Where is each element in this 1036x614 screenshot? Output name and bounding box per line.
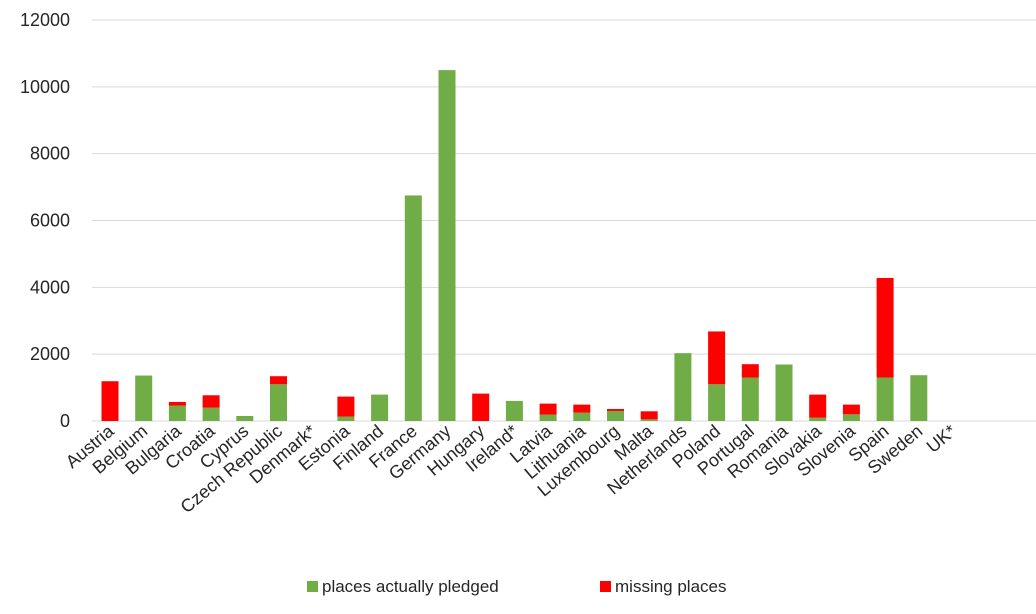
bar-missing (741, 364, 759, 378)
bar-missing (708, 331, 726, 385)
bar-pledged (640, 419, 658, 421)
gridlines (92, 19, 1036, 422)
bar-missing (607, 408, 624, 411)
y-tick-label: 10000 (20, 77, 70, 97)
bar-pledged (202, 407, 220, 421)
bar-pledged (809, 417, 827, 421)
bar-pledged (674, 353, 692, 421)
bar-missing (270, 376, 287, 385)
bar-pledged (371, 394, 389, 421)
bar-pledged (135, 375, 153, 421)
bar-pledged (168, 405, 186, 421)
legend: places actually pledged missing places (307, 577, 727, 596)
y-tick-label: 2000 (30, 344, 70, 364)
bar-pledged (910, 375, 928, 421)
bar-pledged (607, 410, 624, 421)
bar-missing (101, 381, 119, 421)
bar-pledged (337, 416, 355, 421)
y-tick-label: 6000 (30, 211, 70, 231)
y-tick-label: 8000 (30, 144, 70, 164)
legend-swatch-pledged (307, 581, 318, 592)
x-axis-tick-labels: AustriaBelgiumBulgariaCroatiaCyprusCzech… (62, 420, 960, 517)
bar-pledged (708, 384, 726, 421)
bar-pledged (842, 414, 860, 421)
bar-missing (876, 277, 894, 378)
bar-missing (842, 404, 860, 415)
bar-pledged (876, 377, 894, 421)
bar-pledged (270, 384, 287, 421)
bar-missing (337, 396, 355, 417)
y-tick-label: 0 (60, 411, 70, 431)
bar-pledged (438, 70, 456, 421)
x-tick-label: UK* (923, 421, 960, 457)
bars (101, 70, 928, 421)
bar-pledged (505, 400, 523, 421)
bar-missing (472, 393, 490, 421)
bar-missing (573, 404, 591, 413)
bar-pledged (573, 412, 591, 421)
y-tick-label: 12000 (20, 10, 70, 30)
bar-pledged (741, 377, 759, 421)
bar-missing (640, 411, 658, 420)
y-tick-label: 4000 (30, 277, 70, 297)
bar-missing (168, 401, 186, 406)
y-axis-tick-labels: 0 2000 4000 6000 8000 10000 12000 (20, 10, 70, 431)
bar-missing (809, 394, 827, 418)
legend-label-pledged: places actually pledged (322, 577, 499, 596)
legend-label-missing: missing places (615, 577, 727, 596)
bar-pledged (236, 415, 254, 421)
bar-pledged (404, 195, 422, 421)
bar-pledged (775, 364, 793, 421)
bar-pledged (539, 414, 557, 421)
legend-swatch-missing (600, 581, 611, 592)
bar-missing (202, 395, 220, 408)
bar-missing (539, 403, 557, 415)
